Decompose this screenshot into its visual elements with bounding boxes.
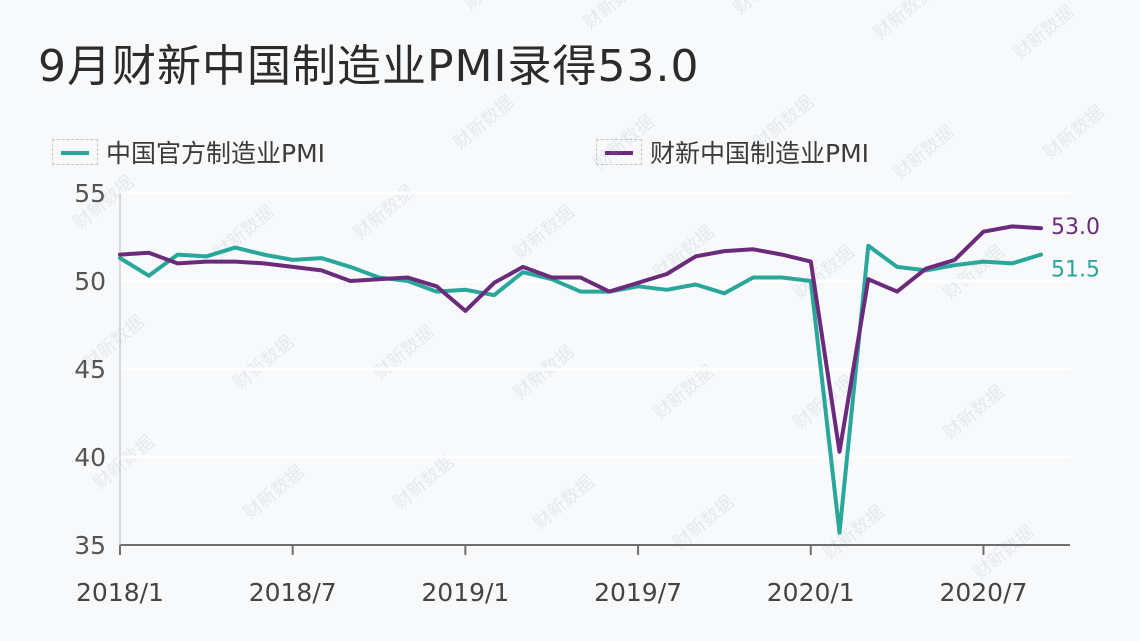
watermark-text: 财新数据: [230, 331, 299, 393]
y-tick-label: 45: [74, 355, 106, 384]
watermark-text: 财新数据: [530, 471, 599, 533]
watermark-text: 财新数据: [870, 0, 939, 44]
legend-label-official: 中国官方制造业PMI: [106, 139, 326, 168]
legend-swatch-official: [52, 139, 98, 165]
legend-item-caixin-pmi: 财新中国制造业PMI: [596, 134, 869, 170]
x-tick-label: 2018/1: [76, 578, 164, 607]
legend-item-official-pmi: 中国官方制造业PMI: [52, 134, 325, 170]
watermark-text: 财新数据: [1010, 1, 1079, 63]
watermark-text: 财新数据: [510, 201, 579, 263]
watermark-text: 财新数据: [730, 0, 799, 19]
watermark-text: 财新数据: [590, 111, 659, 173]
end-value-label: 51.5: [1051, 258, 1100, 283]
watermark-text: 财新数据: [580, 0, 649, 34]
watermark-text: 财新数据: [460, 0, 529, 14]
x-tick-label: 2020/7: [939, 578, 1027, 607]
axes: [119, 193, 1070, 555]
watermark-text: 财新数据: [240, 461, 309, 523]
watermark-text: 财新数据: [940, 381, 1009, 443]
watermark-text: 财新数据: [750, 91, 819, 153]
series-lines: [118, 224, 1043, 535]
watermark-text: 财新数据: [790, 241, 859, 303]
watermark-text: 财新数据: [970, 521, 1039, 583]
x-tick-label: 2019/7: [594, 578, 682, 607]
x-tick-label: 2020/1: [767, 578, 855, 607]
tick-labels: 55 50 45 40 35 2018/1 2018/7 2019/1 2019/7 2020/1…: [74, 179, 1100, 607]
watermark-text: 财新数据: [1040, 101, 1109, 163]
y-tick-label: 55: [74, 179, 106, 208]
x-tick-label: 2019/1: [421, 578, 509, 607]
watermark-text: 财新数据: [510, 341, 579, 403]
y-tick-label: 50: [74, 267, 106, 296]
end-value-label: 53.0: [1051, 215, 1100, 240]
series-line-0: [118, 243, 1043, 535]
watermark-text: 财新数据: [390, 451, 459, 513]
watermark-text: 财新数据: [650, 361, 719, 423]
legend-label-caixin: 财新中国制造业PMI: [650, 139, 870, 168]
watermark-text: 财新数据: [820, 501, 889, 563]
legend-swatch-caixin: [596, 139, 642, 165]
x-tick-label: 2018/7: [249, 578, 337, 607]
watermark-text: 财新数据: [350, 181, 419, 243]
chart-title: 9月财新中国制造业PMI录得53.0: [38, 41, 700, 92]
watermark-text: 财新数据: [890, 121, 959, 183]
watermark-text: 财新数据: [940, 241, 1009, 303]
series-line-1: [118, 224, 1043, 454]
y-tick-label: 40: [74, 443, 106, 472]
watermark-text: 财新数据: [450, 91, 519, 153]
watermark-text: 财新数据: [370, 321, 439, 383]
y-tick-label: 35: [74, 531, 106, 560]
